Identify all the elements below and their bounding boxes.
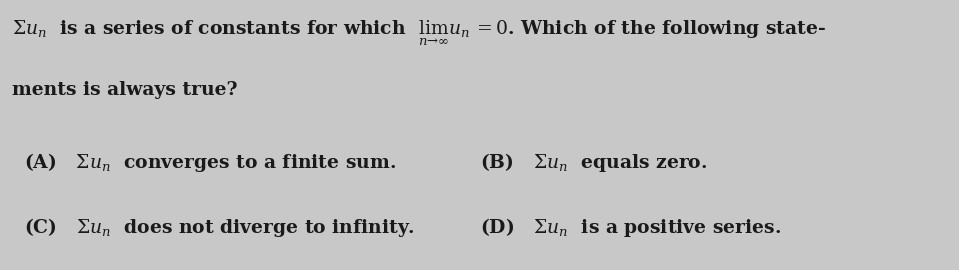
Text: ments is always true?: ments is always true? (12, 81, 237, 99)
Text: (D)   $\Sigma u_n$  is a positive series.: (D) $\Sigma u_n$ is a positive series. (480, 216, 781, 239)
Text: $\Sigma u_n$  is a series of constants for which  $\lim_{n \to \infty} u_n = 0$.: $\Sigma u_n$ is a series of constants fo… (12, 19, 826, 48)
Text: (A)   $\Sigma u_n$  converges to a finite sum.: (A) $\Sigma u_n$ converges to a finite s… (24, 151, 396, 174)
Text: (B)   $\Sigma u_n$  equals zero.: (B) $\Sigma u_n$ equals zero. (480, 151, 707, 174)
Text: (C)   $\Sigma u_n$  does not diverge to infinity.: (C) $\Sigma u_n$ does not diverge to inf… (24, 216, 415, 239)
